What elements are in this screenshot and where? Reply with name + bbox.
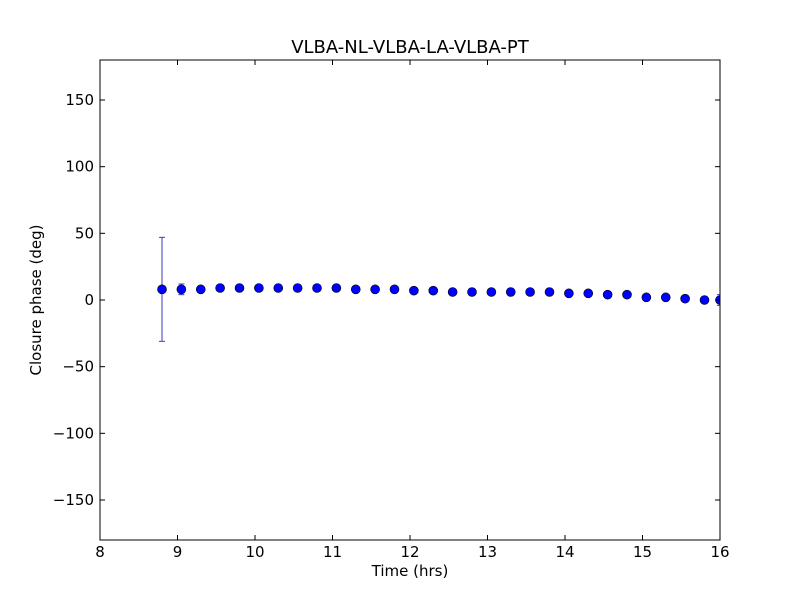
data-point — [157, 284, 167, 295]
x-tick-label: 15 — [633, 543, 652, 561]
data-point — [215, 283, 225, 293]
data-point — [467, 287, 477, 297]
y-tick-label: −150 — [53, 491, 94, 509]
data-point — [370, 284, 380, 295]
data-point — [641, 292, 652, 303]
x-tick-label: 14 — [555, 543, 574, 561]
data-point — [525, 287, 535, 297]
y-tick-label: −100 — [53, 424, 94, 442]
x-tick-label: 11 — [323, 543, 342, 561]
data-point — [622, 289, 632, 300]
data-point — [660, 292, 671, 303]
y-axis-label: Closure phase (deg) — [27, 225, 45, 376]
data-point — [176, 284, 187, 295]
x-tick-label: 10 — [245, 543, 264, 561]
data-point — [312, 283, 322, 293]
y-tick-label: 0 — [84, 291, 94, 309]
plot-frame — [99, 59, 721, 541]
x-tick-label: 13 — [478, 543, 497, 561]
x-tick-label: 8 — [95, 543, 105, 561]
data-point — [273, 283, 284, 293]
x-tick-label: 9 — [173, 543, 183, 561]
data-point — [583, 288, 594, 299]
data-point — [254, 283, 264, 293]
data-point — [680, 293, 690, 304]
data-point — [699, 295, 710, 305]
chart-title: VLBA-NL-VLBA-LA-VLBA-PT — [291, 37, 530, 58]
data-point — [292, 283, 303, 293]
y-axis: −150 −100 −50 0 50 100 150 — [53, 91, 720, 509]
x-axis: 8 9 10 11 12 13 14 15 16 — [95, 60, 730, 561]
data-point — [409, 285, 419, 296]
y-tick-label: 100 — [65, 158, 94, 176]
y-tick-label: 150 — [65, 91, 94, 109]
x-tick-label: 16 — [710, 543, 729, 561]
data-point — [505, 287, 516, 297]
data-point — [486, 287, 497, 297]
data-point — [428, 285, 439, 296]
data-point — [564, 288, 574, 299]
data-point — [447, 287, 458, 297]
data-point — [544, 287, 555, 297]
x-axis-label: Time (hrs) — [371, 562, 449, 580]
x-tick-label: 12 — [400, 543, 419, 561]
data-point — [195, 284, 206, 295]
data-point — [350, 284, 361, 295]
y-tick-label: 50 — [75, 224, 94, 242]
data-point — [331, 283, 342, 293]
data-point — [389, 284, 400, 295]
data-point — [234, 283, 245, 293]
y-tick-label: −50 — [62, 358, 94, 376]
data-point — [602, 289, 613, 300]
data-series — [157, 236, 720, 342]
plot-area — [157, 236, 720, 342]
